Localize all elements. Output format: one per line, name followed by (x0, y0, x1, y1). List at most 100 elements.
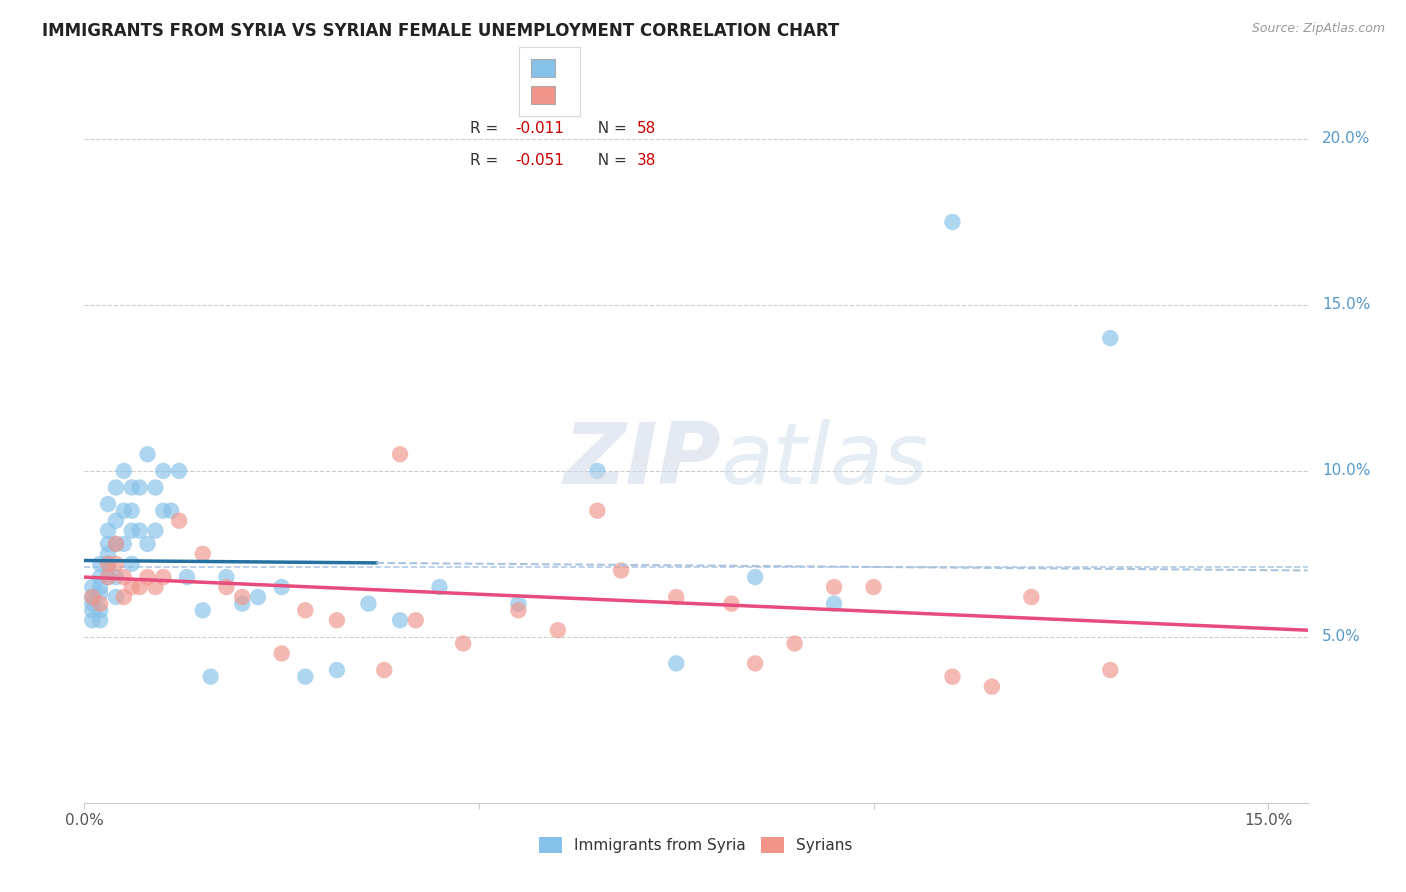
Point (610, 564, 633, 578)
Point (294, 670, 316, 684)
Point (152, 504, 174, 518)
Point (665, 590, 688, 604)
Point (136, 537, 159, 551)
Text: -0.051: -0.051 (515, 153, 564, 168)
Point (121, 524, 143, 538)
Point (941, 670, 963, 684)
Point (270, 580, 292, 594)
Point (128, 524, 150, 538)
Point (941, 215, 963, 229)
Point (547, 624, 569, 638)
Point (89, 580, 111, 594)
Point (326, 613, 349, 627)
Point (270, 647, 292, 661)
Point (89, 603, 111, 617)
Text: 15.0%: 15.0% (1322, 297, 1371, 312)
Point (862, 580, 884, 594)
Point (104, 537, 127, 551)
Legend: Immigrants from Syria, Syrians: Immigrants from Syria, Syrians (533, 831, 859, 859)
Point (128, 481, 150, 495)
Point (121, 481, 143, 495)
Point (357, 597, 380, 611)
Point (783, 636, 806, 650)
Point (97, 570, 120, 584)
Point (97, 570, 120, 584)
Point (145, 524, 167, 538)
Text: 5.0%: 5.0% (1322, 630, 1361, 644)
Point (200, 670, 222, 684)
Point (136, 570, 159, 584)
Point (121, 580, 143, 594)
Text: ZIP: ZIP (562, 418, 720, 502)
Point (82, 590, 104, 604)
Point (451, 636, 474, 650)
Point (586, 464, 609, 478)
Point (121, 504, 143, 518)
Point (1099, 331, 1122, 345)
Point (89, 557, 111, 571)
Point (389, 613, 412, 627)
Point (191, 547, 214, 561)
Point (980, 680, 1002, 694)
Text: Source: ZipAtlas.com: Source: ZipAtlas.com (1251, 22, 1385, 36)
Point (294, 603, 316, 617)
Point (104, 514, 127, 528)
Point (326, 663, 349, 677)
Point (744, 570, 766, 584)
Text: 10.0%: 10.0% (1322, 463, 1371, 478)
Text: N =: N = (588, 121, 631, 136)
Point (82, 613, 104, 627)
Text: N =: N = (588, 153, 631, 168)
Point (82, 597, 104, 611)
Text: 20.0%: 20.0% (1322, 131, 1371, 146)
Point (121, 557, 143, 571)
Text: IMMIGRANTS FROM SYRIA VS SYRIAN FEMALE UNEMPLOYMENT CORRELATION CHART: IMMIGRANTS FROM SYRIA VS SYRIAN FEMALE U… (42, 22, 839, 40)
Point (89, 613, 111, 627)
Point (665, 657, 688, 671)
Point (112, 590, 135, 604)
Point (215, 580, 238, 594)
Point (97, 497, 120, 511)
Point (586, 504, 609, 518)
Point (215, 570, 238, 584)
Point (104, 570, 127, 584)
Point (145, 580, 167, 594)
Text: atlas: atlas (720, 418, 928, 502)
Point (128, 580, 150, 594)
Point (104, 557, 127, 571)
Point (176, 570, 198, 584)
Point (104, 590, 127, 604)
Point (112, 504, 135, 518)
Point (112, 537, 135, 551)
Point (246, 590, 269, 604)
Text: 38: 38 (637, 153, 657, 168)
Point (89, 597, 111, 611)
Point (508, 603, 530, 617)
Point (405, 613, 427, 627)
Point (508, 597, 530, 611)
Point (191, 603, 214, 617)
Point (1021, 590, 1043, 604)
Text: 58: 58 (637, 121, 657, 136)
Point (97, 547, 120, 561)
Point (823, 580, 845, 594)
Point (97, 557, 120, 571)
Point (104, 537, 127, 551)
Point (167, 514, 190, 528)
Point (167, 464, 190, 478)
Point (104, 481, 127, 495)
Point (160, 504, 183, 518)
Point (112, 570, 135, 584)
Point (720, 597, 742, 611)
Point (82, 580, 104, 594)
Point (152, 570, 174, 584)
Point (389, 447, 412, 461)
Point (89, 570, 111, 584)
Point (82, 603, 104, 617)
Text: -0.011: -0.011 (515, 121, 564, 136)
Point (429, 580, 451, 594)
Point (136, 447, 159, 461)
Point (1099, 663, 1122, 677)
Point (231, 597, 253, 611)
Point (89, 587, 111, 601)
